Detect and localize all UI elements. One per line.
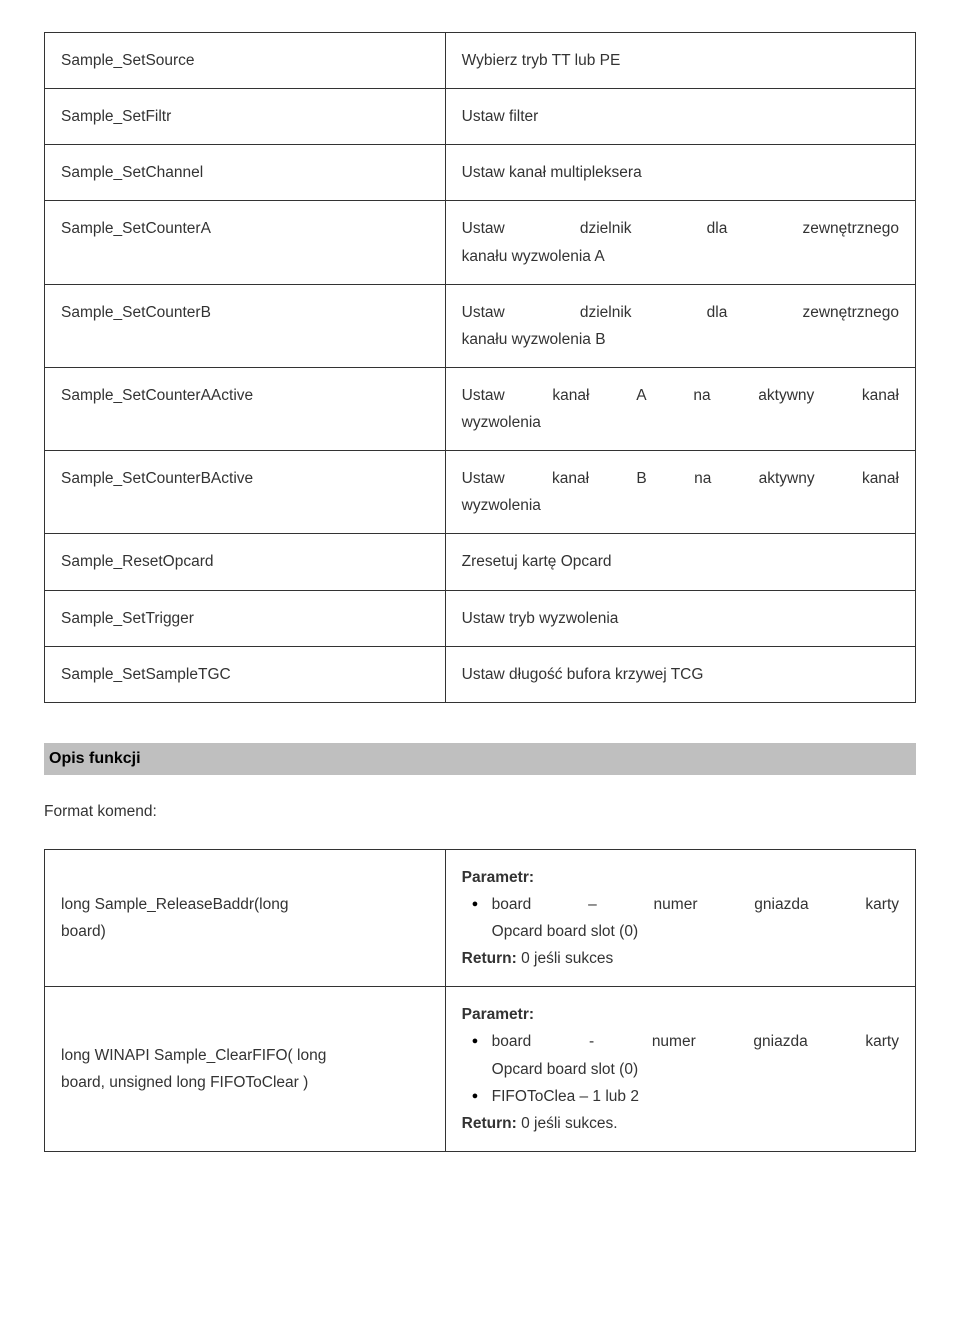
fn-name-cell: Sample_SetCounterBActive	[45, 451, 446, 534]
list-item: board – numer gniazda kartyOpcard board …	[462, 891, 899, 945]
fn-name-cell: Sample_SetCounterB	[45, 284, 446, 367]
table-row: long Sample_ReleaseBaddr(longboard)Param…	[45, 849, 916, 987]
table-row: Sample_SetSourceWybierz tryb TT lub PE	[45, 33, 916, 89]
fn-desc-cell: Wybierz tryb TT lub PE	[445, 33, 915, 89]
fn-name-cell: Sample_SetSource	[45, 33, 446, 89]
desc-line-2: wyzwolenia	[462, 492, 899, 519]
param-label: Parametr:	[462, 864, 899, 891]
desc-line-1: Ustaw kanał A na aktywny kanał	[462, 382, 899, 409]
cmd-desc-cell: Parametr:board - numer gniazda kartyOpca…	[445, 987, 915, 1152]
table-row: long WINAPI Sample_ClearFIFO( longboard,…	[45, 987, 916, 1152]
bullet-line-1: FIFOToClea – 1 lub 2	[492, 1083, 899, 1110]
desc-line-1: Ustaw kanał B na aktywny kanał	[462, 465, 899, 492]
return-label: Return:	[462, 1115, 517, 1132]
table-row: Sample_SetChannelUstaw kanał multiplekse…	[45, 145, 916, 201]
list-item: FIFOToClea – 1 lub 2	[462, 1083, 899, 1110]
return-text: 0 jeśli sukces	[517, 950, 613, 967]
fn-desc-cell: Ustaw długość bufora krzywej TCG	[445, 646, 915, 702]
desc-line-2: wyzwolenia	[462, 409, 899, 436]
bullet-line-2: Opcard board slot (0)	[492, 1056, 899, 1083]
bullet-line-2: Opcard board slot (0)	[492, 918, 899, 945]
param-list: board – numer gniazda kartyOpcard board …	[462, 891, 899, 945]
table-row: Sample_SetTriggerUstaw tryb wyzwolenia	[45, 590, 916, 646]
fn-desc-cell: Ustaw kanał B na aktywny kanałwyzwolenia	[445, 451, 915, 534]
bullet-line-1: board - numer gniazda karty	[492, 1028, 899, 1055]
commands-table: long Sample_ReleaseBaddr(longboard)Param…	[44, 849, 916, 1152]
desc-line-1: Ustaw dzielnik dla zewnętrznego	[462, 299, 899, 326]
desc-line-1: Ustaw dzielnik dla zewnętrznego	[462, 215, 899, 242]
fn-desc-cell: Ustaw kanał A na aktywny kanałwyzwolenia	[445, 367, 915, 450]
cmd-sig-line-1: long WINAPI Sample_ClearFIFO( long	[61, 1042, 429, 1069]
fn-name-cell: Sample_SetTrigger	[45, 590, 446, 646]
bullet-line-1: board – numer gniazda karty	[492, 891, 899, 918]
param-label: Parametr:	[462, 1001, 899, 1028]
table-row: Sample_SetCounterBActiveUstaw kanał B na…	[45, 451, 916, 534]
section-title: Opis funkcji	[44, 743, 916, 775]
cmd-sig-cell: long WINAPI Sample_ClearFIFO( longboard,…	[45, 987, 446, 1152]
desc-line-2: kanału wyzwolenia B	[462, 326, 899, 353]
fn-desc-cell: Zresetuj kartę Opcard	[445, 534, 915, 590]
list-item: board - numer gniazda kartyOpcard board …	[462, 1028, 899, 1082]
cmd-sig-line-2: board, unsigned long FIFOToClear )	[61, 1069, 429, 1096]
desc-line-2: kanału wyzwolenia A	[462, 243, 899, 270]
format-subhead: Format komend:	[44, 803, 916, 821]
functions-table: Sample_SetSourceWybierz tryb TT lub PESa…	[44, 32, 916, 703]
param-list: board - numer gniazda kartyOpcard board …	[462, 1028, 899, 1109]
fn-name-cell: Sample_SetSampleTGC	[45, 646, 446, 702]
fn-desc-cell: Ustaw dzielnik dla zewnętrznegokanału wy…	[445, 201, 915, 284]
table-row: Sample_SetCounterAActiveUstaw kanał A na…	[45, 367, 916, 450]
cmd-sig-cell: long Sample_ReleaseBaddr(longboard)	[45, 849, 446, 987]
cmd-desc-cell: Parametr:board – numer gniazda kartyOpca…	[445, 849, 915, 987]
fn-name-cell: Sample_SetCounterA	[45, 201, 446, 284]
fn-name-cell: Sample_ResetOpcard	[45, 534, 446, 590]
fn-desc-cell: Ustaw kanał multipleksera	[445, 145, 915, 201]
fn-name-cell: Sample_SetFiltr	[45, 89, 446, 145]
fn-name-cell: Sample_SetChannel	[45, 145, 446, 201]
fn-desc-cell: Ustaw filter	[445, 89, 915, 145]
return-label: Return:	[462, 950, 517, 967]
cmd-sig-line-1: long Sample_ReleaseBaddr(long	[61, 891, 429, 918]
return-text: 0 jeśli sukces.	[517, 1115, 618, 1132]
table-row: Sample_SetCounterAUstaw dzielnik dla zew…	[45, 201, 916, 284]
table-row: Sample_SetSampleTGCUstaw długość bufora …	[45, 646, 916, 702]
cmd-sig-line-2: board)	[61, 918, 429, 945]
return-line: Return: 0 jeśli sukces.	[462, 1110, 899, 1137]
fn-desc-cell: Ustaw dzielnik dla zewnętrznegokanału wy…	[445, 284, 915, 367]
return-line: Return: 0 jeśli sukces	[462, 945, 899, 972]
table-row: Sample_SetCounterBUstaw dzielnik dla zew…	[45, 284, 916, 367]
fn-desc-cell: Ustaw tryb wyzwolenia	[445, 590, 915, 646]
table-row: Sample_ResetOpcardZresetuj kartę Opcard	[45, 534, 916, 590]
fn-name-cell: Sample_SetCounterAActive	[45, 367, 446, 450]
table-row: Sample_SetFiltrUstaw filter	[45, 89, 916, 145]
